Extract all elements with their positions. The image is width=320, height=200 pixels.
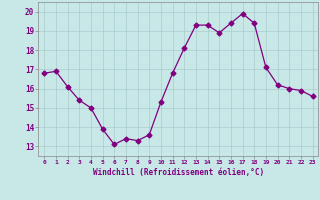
X-axis label: Windchill (Refroidissement éolien,°C): Windchill (Refroidissement éolien,°C) — [93, 168, 264, 177]
